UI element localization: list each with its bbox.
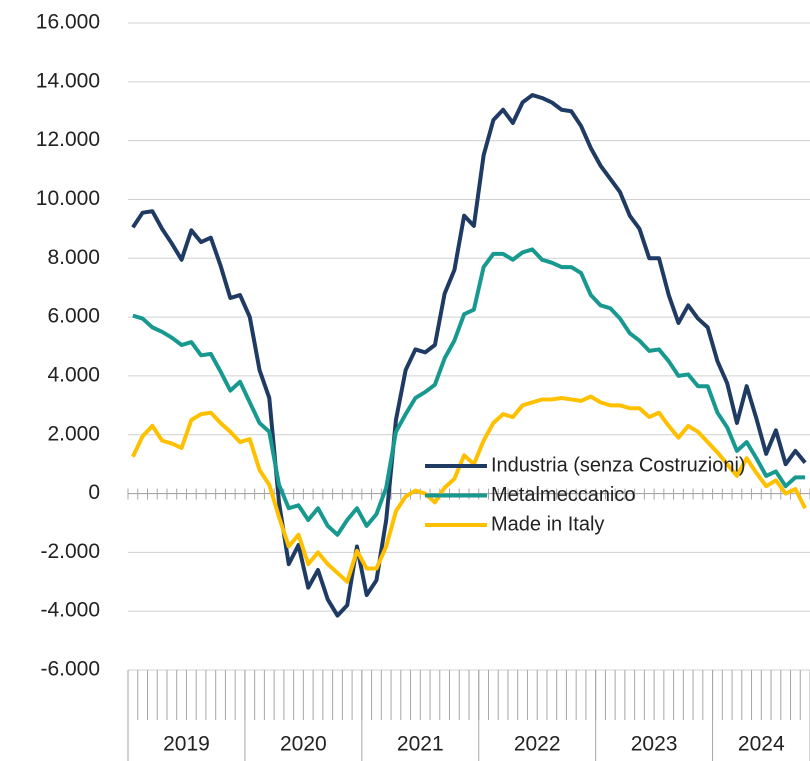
y-tick-label: 8.000	[47, 246, 100, 269]
x-group-label: 2021	[397, 733, 444, 756]
legend-label: Industria (senza Costruzioni)	[491, 454, 746, 476]
series-line	[132, 247, 806, 537]
y-tick-label: 2.000	[47, 422, 100, 445]
x-group-label: 2023	[631, 733, 678, 756]
y-tick-label: -6.000	[40, 658, 100, 681]
x-group-label: 2024	[738, 733, 785, 756]
legend-label: Metalmeccanico	[491, 484, 636, 506]
y-tick-label: 16.000	[36, 11, 100, 34]
y-tick-label: 14.000	[36, 69, 100, 92]
x-group-label: 2020	[280, 733, 327, 756]
series-line	[131, 394, 807, 584]
y-tick-label: 4.000	[47, 363, 100, 386]
y-tick-label: 6.000	[47, 305, 100, 328]
series-line	[131, 93, 807, 618]
legend-label: Made in Italy	[491, 513, 604, 535]
x-group-label: 2019	[163, 733, 210, 756]
y-tick-label: 0	[88, 481, 100, 504]
y-tick-label: 10.000	[36, 187, 100, 210]
y-tick-label: -2.000	[40, 540, 100, 563]
x-group-label: 2022	[514, 733, 561, 756]
y-tick-label: 12.000	[36, 128, 100, 151]
y-tick-label: -4.000	[40, 599, 100, 622]
